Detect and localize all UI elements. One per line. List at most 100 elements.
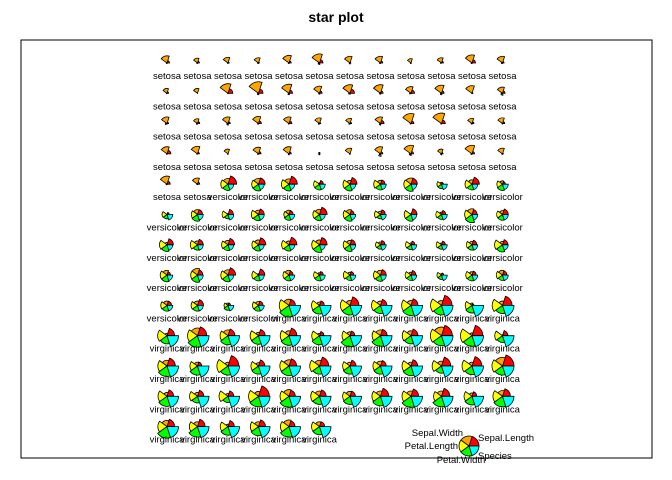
star-glyph [249,328,271,348]
star-label: setosa [214,71,243,82]
star-label: virginica [333,374,369,385]
star-label: virginica [455,344,491,355]
star-label: versicolor [238,313,279,324]
key-label: Petal.Length [405,441,458,452]
segment-sepal-width [162,88,169,94]
segment-species [349,305,362,317]
star-glyph [496,86,506,96]
segment-species [379,214,387,221]
star-label: versicolor [208,283,249,294]
star-label: versicolor [299,283,340,294]
segment-species [318,183,326,191]
segment-species [440,335,454,348]
star-label: virginica [363,404,399,415]
star-glyph [250,208,265,222]
segment-species [468,445,480,457]
star-glyph [279,358,301,378]
segment-species [501,214,509,221]
star-glyph [371,328,393,348]
star-glyph [252,300,265,312]
segment-petal-length [189,240,199,250]
star-label: virginica [241,374,277,385]
segment-species [288,244,296,251]
segment-species [288,395,301,408]
star-glyph [190,299,204,312]
star-glyph [342,359,362,378]
star-glyph [374,146,384,157]
star-glyph [464,54,476,65]
segment-petal-width [287,92,290,96]
star-label: virginica [180,435,216,446]
star-glyph [311,330,332,348]
segment-sepal-width [497,117,505,125]
segment-species [471,335,484,348]
star-label: versicolor [177,253,218,264]
star-glyph [373,179,387,191]
star-glyph [342,209,357,222]
star-glyph [219,328,240,348]
segment-species [410,395,423,408]
star-label: virginica [302,404,338,415]
star-label: virginica [485,313,521,324]
star-label: versicolor [360,192,401,203]
segment-petal-length [374,210,382,219]
segment-species [349,214,357,221]
star-glyph [311,421,332,439]
segment-species [257,183,265,191]
segment-petal-length [221,210,229,219]
star-glyph [160,300,174,312]
segment-petal-length [160,301,168,310]
segment-petal-length [491,359,504,373]
star-label: versicolor [482,223,523,234]
segment-species [166,244,174,251]
star-label: setosa [153,192,182,203]
segment-species [288,183,296,191]
segment-species [166,365,179,378]
star-label: versicolor [391,192,432,203]
star-glyph [461,356,484,378]
star-label: setosa [275,101,304,112]
key-label: Species [478,451,512,462]
star-glyph [189,238,204,251]
segment-petal-length [371,299,382,312]
segment-species [349,244,357,251]
star-glyph [220,267,237,283]
star-label: virginica [272,344,308,355]
segment-species [196,365,210,378]
segment-petal-length [429,328,443,343]
star-label: setosa [428,71,457,82]
star-label: versicolor [208,253,249,264]
star-label: setosa [153,162,182,173]
star-label: versicolor [177,283,218,294]
star-label: virginica [424,374,460,385]
star-label: versicolor [330,283,371,294]
segment-petal-length [218,390,229,403]
segment-petal-length [196,152,199,155]
star-glyph [435,240,448,251]
star-label: versicolor [269,192,310,203]
segment-sepal-length [318,206,328,215]
star-glyph [309,356,332,378]
segment-petal-length [157,329,168,342]
star-label: virginica [180,344,216,355]
star-label: setosa [153,132,182,143]
segment-petal-width [378,153,382,157]
segment-species [288,365,301,378]
segment-species [227,183,235,191]
star-glyph [188,418,210,439]
segment-sepal-length [471,324,484,337]
star-label: setosa [458,101,487,112]
segment-petal-length [373,179,382,189]
star-label: setosa [336,71,365,82]
segment-species [257,274,265,282]
segment-species [196,335,210,348]
segment-petal-width [409,153,412,156]
star-label: virginica [180,404,216,415]
segment-species [471,244,479,251]
star-glyph [342,239,357,252]
star-label: virginica [394,374,430,385]
star-glyph [157,389,179,408]
segment-species [501,274,509,282]
segment-species [410,183,418,191]
star-label: setosa [336,162,365,173]
